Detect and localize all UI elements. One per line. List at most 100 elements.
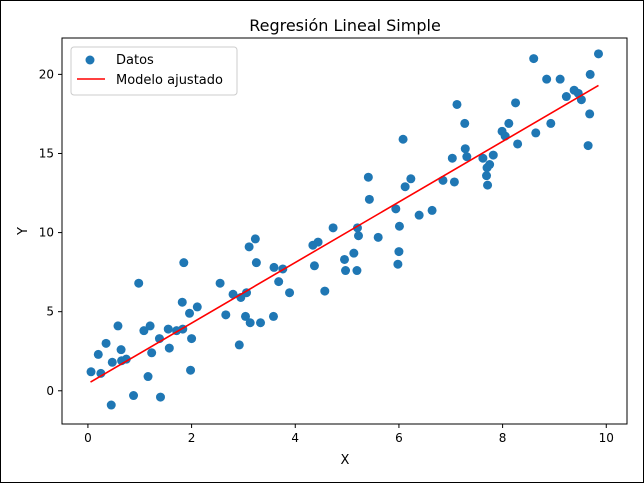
data-point-7	[116, 345, 126, 355]
legend-box	[70, 46, 238, 96]
data-point-60	[393, 259, 403, 269]
data-point-27	[192, 302, 202, 312]
data-point-73	[460, 144, 470, 154]
data-point-12	[139, 326, 149, 336]
data-point-5	[107, 357, 117, 367]
data-point-30	[228, 289, 238, 299]
legend-label-modelo: Modelo ajustado	[116, 73, 223, 88]
data-point-85	[513, 139, 523, 149]
x-tick-label-0: 0	[84, 431, 92, 445]
axis-ticks: 0 2 4 6 8 10 0 5 10 15 20	[39, 67, 614, 445]
data-point-71	[452, 99, 462, 109]
data-point-83	[504, 118, 514, 128]
data-point-9	[121, 354, 131, 364]
data-point-62	[394, 221, 404, 231]
data-point-15	[147, 348, 157, 358]
data-point-55	[353, 231, 363, 241]
data-point-10	[129, 391, 139, 401]
chart-title: Regresión Lineal Simple	[249, 16, 441, 35]
data-point-84	[511, 98, 521, 108]
x-tick-label-5: 10	[599, 431, 614, 445]
data-point-36	[245, 318, 255, 328]
data-point-50	[340, 254, 349, 264]
x-tick-label-2: 4	[291, 431, 299, 445]
data-point-37	[250, 234, 260, 244]
data-point-78	[483, 180, 493, 190]
data-point-35	[244, 242, 254, 252]
data-point-69	[447, 153, 457, 163]
data-point-59	[391, 204, 401, 214]
data-point-63	[398, 134, 408, 144]
data-point-26	[187, 334, 197, 344]
data-point-67	[427, 205, 437, 215]
y-tick-label-0: 0	[46, 384, 54, 398]
y-tick-label-4: 20	[39, 67, 54, 81]
data-point-31	[234, 340, 244, 350]
data-point-49	[328, 223, 338, 233]
data-point-57	[364, 194, 374, 204]
data-point-21	[177, 297, 187, 307]
data-point-64	[400, 182, 410, 192]
data-point-33	[240, 311, 250, 321]
data-point-86	[529, 54, 539, 64]
data-point-46	[309, 261, 319, 271]
data-point-42	[274, 277, 284, 287]
data-point-44	[285, 288, 295, 298]
data-point-89	[546, 118, 556, 128]
data-point-23	[179, 258, 189, 268]
data-point-80	[488, 150, 498, 160]
data-point-40	[268, 311, 278, 321]
data-point-28	[215, 278, 225, 288]
x-tick-label-3: 6	[395, 431, 403, 445]
plot-area	[62, 38, 627, 424]
data-point-79	[485, 160, 495, 170]
y-tick-label-1: 5	[46, 305, 54, 319]
x-tick-label-4: 8	[499, 431, 507, 445]
data-point-74	[462, 152, 472, 162]
data-point-38	[251, 258, 261, 268]
data-point-29	[221, 310, 231, 320]
data-point-95	[583, 141, 593, 151]
y-tick-label-2: 10	[39, 226, 54, 240]
legend: Datos Modelo ajustado	[70, 46, 238, 96]
data-point-56	[363, 172, 373, 182]
data-point-75	[478, 153, 488, 163]
data-point-65	[406, 174, 416, 184]
data-point-87	[531, 128, 541, 138]
data-point-52	[349, 248, 359, 258]
y-axis-label: Y	[16, 227, 31, 236]
data-point-72	[460, 118, 470, 128]
data-point-17	[155, 392, 165, 402]
data-point-4	[106, 400, 116, 410]
data-point-88	[542, 74, 552, 84]
data-point-14	[145, 321, 155, 331]
x-axis-label: X	[341, 453, 350, 468]
data-point-39	[256, 318, 266, 328]
data-point-41	[269, 262, 279, 272]
data-point-53	[352, 266, 362, 276]
data-point-98	[593, 49, 603, 59]
data-point-51	[341, 266, 351, 276]
data-point-58	[373, 232, 383, 242]
data-point-3	[101, 338, 111, 348]
legend-scatter-marker	[85, 55, 95, 65]
data-point-47	[313, 237, 323, 247]
data-point-66	[414, 210, 424, 220]
y-tick-label-3: 15	[39, 146, 54, 160]
legend-label-datos: Datos	[116, 53, 154, 68]
data-marks	[86, 49, 603, 410]
data-point-18	[163, 324, 173, 334]
x-tick-label-1: 2	[188, 431, 196, 445]
data-point-19	[164, 343, 174, 353]
data-point-91	[561, 92, 571, 102]
data-point-70	[449, 177, 459, 187]
data-point-11	[134, 278, 144, 288]
fitted-line	[90, 84, 599, 383]
data-point-25	[186, 365, 196, 375]
data-point-0	[86, 367, 96, 377]
plot-frame	[61, 37, 628, 425]
data-point-13	[143, 372, 153, 382]
data-point-6	[113, 321, 123, 331]
